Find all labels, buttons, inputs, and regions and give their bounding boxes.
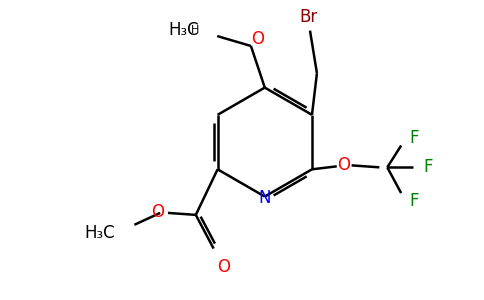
Text: F: F — [423, 158, 432, 176]
Text: N: N — [258, 189, 271, 207]
Text: O: O — [218, 259, 230, 277]
Text: O: O — [337, 156, 350, 174]
Text: H: H — [191, 25, 199, 35]
Text: O: O — [151, 203, 164, 221]
Text: O: O — [251, 30, 264, 48]
Text: H₃C: H₃C — [84, 224, 115, 242]
Text: H₃C: H₃C — [169, 21, 199, 39]
Text: F: F — [409, 129, 419, 147]
Text: F: F — [409, 192, 419, 210]
Text: Br: Br — [299, 8, 317, 26]
